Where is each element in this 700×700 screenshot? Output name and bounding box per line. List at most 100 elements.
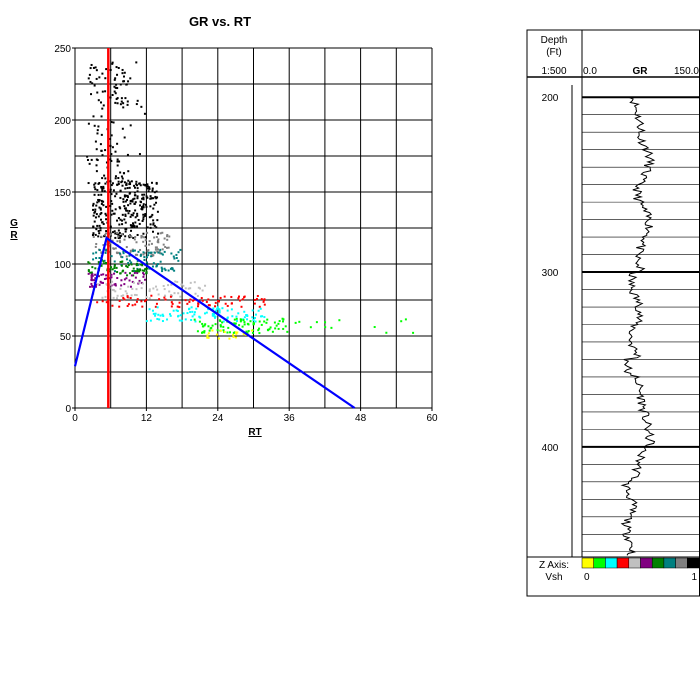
scatter-point [157,248,160,251]
scatter-point [136,195,139,198]
scatter-point [118,305,121,308]
scatter-point [168,290,171,293]
scatter-point [113,264,116,267]
scatter-point [216,307,219,310]
scatter-point [133,238,136,241]
scatter-point [221,321,224,324]
scatter-point [155,302,158,305]
scatter-point [87,269,90,272]
scatter-point [217,300,220,303]
scatter-point [170,305,173,308]
scatter-point [282,320,285,323]
scatter-point [87,77,90,80]
scatter-point [121,256,124,259]
scatter-point [138,281,141,284]
scatter-point [147,190,150,193]
scatter-point [262,300,265,303]
z-color-swatch [675,557,688,569]
scatter-point [148,290,151,293]
depth-scale-label: 1:500 [541,66,566,77]
scatter-point [146,250,149,253]
scatter-point [187,287,190,290]
scatter-point [136,184,139,187]
scatter-point [109,96,112,99]
scatter-point [178,301,181,304]
scatter-point [90,158,93,161]
scatter-point [123,71,126,74]
scatter-point [193,318,196,321]
scatter-point [208,304,211,307]
scatter-point [233,322,236,325]
scatter-point [126,274,129,277]
scatter-point [120,233,123,236]
scatter-point [205,300,208,303]
scatter-point [96,224,99,227]
scatter-point [136,260,139,263]
scatter-point [129,215,132,218]
scatter-point [115,66,118,69]
scatter-point [98,199,101,202]
scatter-point [237,312,240,315]
scatter-point [129,224,132,227]
scatter-point [235,332,238,335]
scatter-point [205,311,208,314]
scatter-point [122,102,125,105]
scatter-point [136,212,139,215]
scatter-point [231,315,234,318]
scatter-point [114,150,117,153]
scatter-point [141,206,144,209]
scatter-point [226,304,229,307]
scatter-point [110,160,113,163]
scatter-point [113,272,116,275]
scatter-point [97,200,100,203]
scatter-point [120,97,123,100]
scatter-point [150,215,153,218]
scatter-point [134,253,137,256]
scatter-point [92,204,95,207]
scatter-point [164,269,167,272]
scatter-point [125,194,128,197]
scatter-point [216,306,219,309]
scatter-point [129,249,132,252]
scatter-point [204,323,207,326]
scatter-point [234,331,237,334]
scatter-point [245,314,248,317]
scatter-point [113,85,116,88]
scatter-point [173,257,176,260]
scatter-point [232,335,235,338]
scatter-point [113,230,116,233]
scatter-point [132,236,135,239]
scatter-point [330,326,333,329]
scatter-point [252,322,255,325]
scatter-point [155,246,158,249]
scatter-point [100,273,103,276]
scatter-point [130,213,133,216]
scatter-point [166,235,169,238]
scatter-point [116,160,119,163]
scatter-point [95,251,98,254]
scatter-point [99,218,102,221]
scatter-point [227,326,230,329]
scatter-point [144,213,147,216]
scatter-point [222,329,225,332]
scatter-point [266,318,269,321]
scatter-point [259,315,262,318]
scatter-point [95,228,98,231]
scatter-point [164,294,167,297]
scatter-point [110,153,113,156]
scatter-point [100,185,103,188]
scatter-point [282,318,285,321]
scatter-point [122,252,125,255]
scatter-point [116,240,119,243]
scatter-point [144,239,147,242]
scatter-point [97,99,100,102]
scatter-point [104,251,107,254]
scatter-point [97,215,100,218]
scatter-point [135,241,138,244]
y-tick-label: 0 [65,404,71,415]
scatter-point [102,281,105,284]
scatter-point [176,310,179,313]
scatter-point [97,283,100,286]
depth-tick-label: 200 [542,93,559,104]
scatter-point [142,273,145,276]
